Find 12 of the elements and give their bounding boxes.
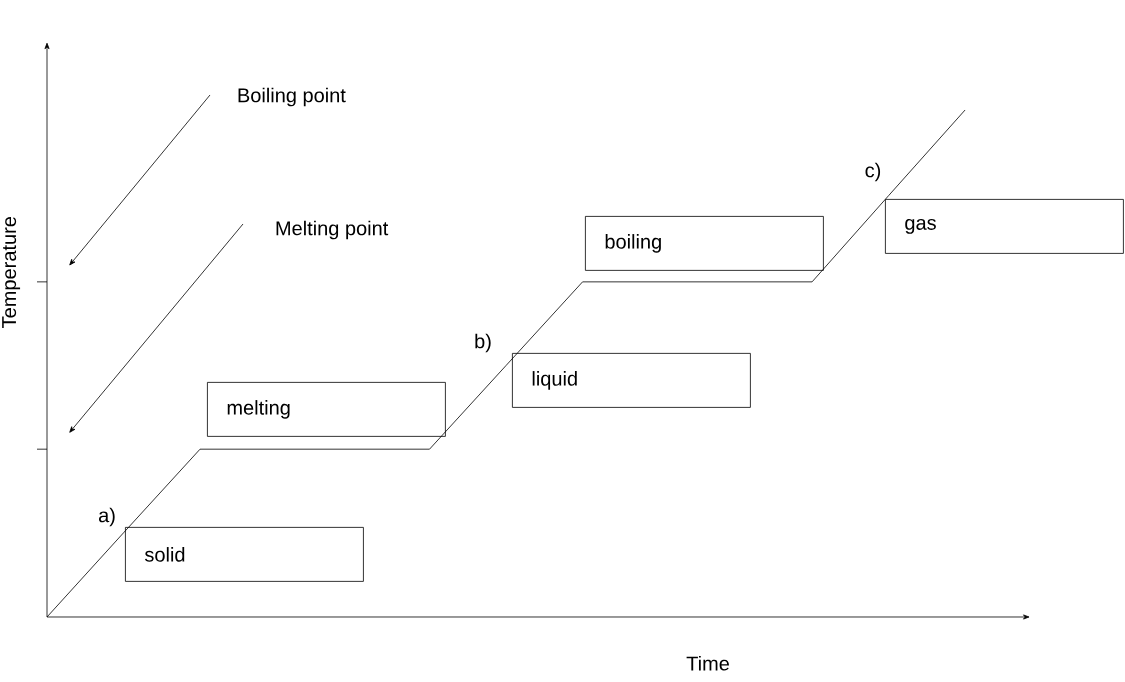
text: Boiling point xyxy=(238,87,346,107)
annotation: b) xyxy=(475,333,491,353)
x-axis-title: Time xyxy=(686,655,729,671)
annotation: boiling xyxy=(605,234,661,253)
annotation: gas xyxy=(905,218,936,234)
annotation: liquid xyxy=(532,371,577,390)
y-axis-title: Temperature xyxy=(2,216,21,328)
annotation: solid xyxy=(144,547,185,562)
annotation: Melting point xyxy=(276,220,389,240)
annotation: a) xyxy=(98,507,115,527)
annotation: melting xyxy=(227,400,290,419)
annotation: c) xyxy=(865,162,881,182)
